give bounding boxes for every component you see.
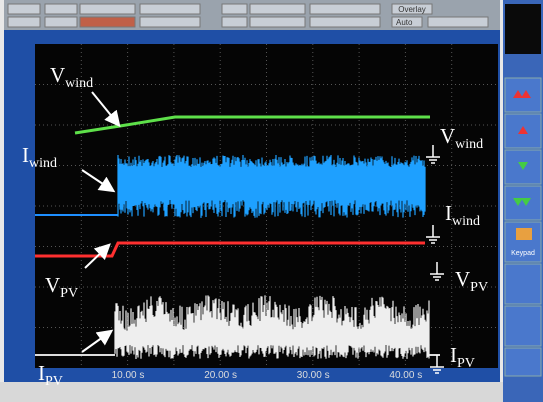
- label-sub: PV: [457, 356, 475, 371]
- side-buttons[interactable]: [505, 78, 541, 376]
- label-sub: PV: [60, 286, 78, 301]
- auto-label: Auto: [396, 18, 413, 27]
- time-tick-label: 20.00 s: [204, 370, 237, 381]
- label-main: V: [440, 124, 455, 148]
- keypad-label: Keypad: [511, 250, 535, 257]
- label-sub: wind: [455, 137, 483, 152]
- label-main: I: [38, 361, 45, 385]
- label-sub: PV: [45, 374, 63, 389]
- label-main: V: [50, 63, 65, 87]
- label-sub: wind: [452, 214, 480, 229]
- time-tick-label: 30.00 s: [297, 370, 330, 381]
- label-sub: wind: [29, 156, 57, 171]
- label-main: V: [455, 267, 470, 291]
- label-main: I: [445, 201, 452, 225]
- clock: [505, 4, 541, 54]
- label-sub: wind: [65, 76, 93, 91]
- oscilloscope-screen: Overlay Auto Keypad VwindIwindVPVIPVVwin…: [0, 0, 543, 402]
- label-sub: PV: [470, 280, 488, 295]
- label-main: V: [45, 273, 60, 297]
- overlay-label: Overlay: [398, 5, 426, 14]
- label-main: I: [22, 143, 29, 167]
- time-tick-label: 40.00 s: [389, 370, 422, 381]
- time-tick-label: 10.00 s: [112, 370, 145, 381]
- bottom-bezel: [0, 382, 503, 402]
- label-main: I: [450, 343, 457, 367]
